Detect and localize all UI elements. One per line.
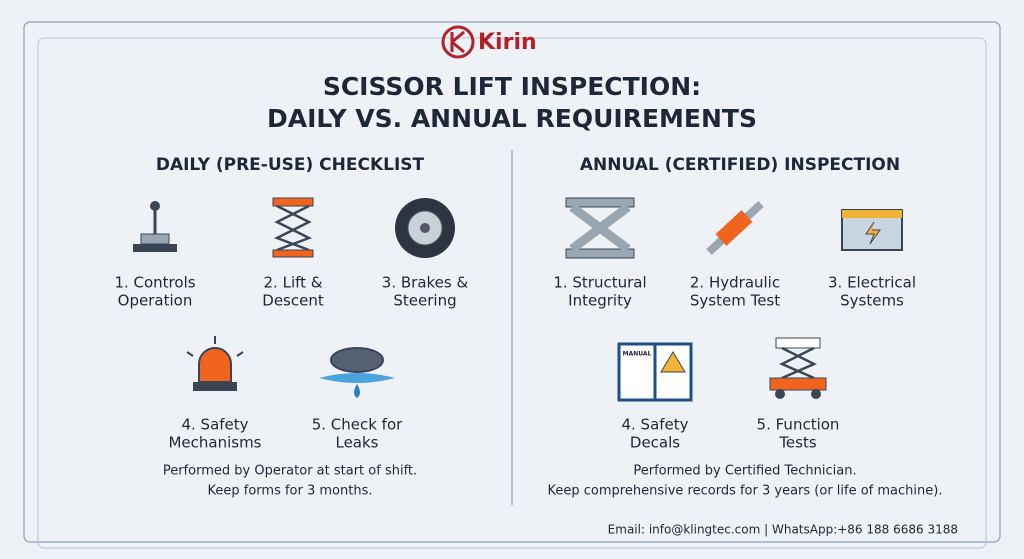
icon-part — [150, 201, 160, 211]
item-label: System Test — [690, 292, 780, 310]
note: Keep forms for 3 months. — [208, 484, 373, 499]
icon-part — [865, 221, 881, 245]
item-label: 1. Controls — [114, 274, 195, 292]
contact: Email: info@klingtec.com | WhatsApp:+86 … — [608, 523, 958, 537]
title-line: SCISSOR LIFT INSPECTION: — [323, 72, 701, 101]
item-label: 4. Safety — [621, 416, 688, 434]
section-heading: DAILY (PRE-USE) CHECKLIST — [156, 155, 425, 175]
brand: Kirin — [478, 30, 537, 55]
item-label: 5. Check for — [312, 416, 403, 434]
logo: Kirin — [441, 25, 537, 59]
item-label: 2. Hydraulic — [690, 274, 780, 292]
icon-part — [272, 197, 314, 207]
icon-part — [569, 203, 631, 253]
frame-inner — [37, 37, 987, 549]
icon-part — [779, 346, 817, 380]
item-label: Decals — [630, 434, 680, 452]
icon-part — [565, 197, 635, 208]
item-label: Leaks — [335, 434, 378, 452]
icon-part — [775, 337, 821, 349]
icon-part — [330, 347, 384, 373]
item-label: Systems — [840, 292, 904, 310]
title-line: DAILY VS. ANNUAL REQUIREMENTS — [267, 104, 757, 133]
icon-part — [133, 244, 177, 252]
item-label: Integrity — [568, 292, 632, 310]
item-label: Descent — [262, 292, 324, 310]
section-heading: ANNUAL (CERTIFIED) INSPECTION — [580, 155, 900, 175]
icon-part — [319, 373, 395, 383]
note: Keep comprehensive records for 3 years (… — [548, 484, 943, 499]
icon-part — [842, 210, 902, 218]
icon-part — [565, 248, 635, 259]
icon-part — [193, 382, 237, 391]
item-label: 3. Brakes & — [382, 274, 469, 292]
item-label: 5. Function — [757, 416, 840, 434]
checklist-item: 2. Lift &Descent — [262, 197, 324, 310]
icon-part — [354, 384, 360, 398]
checklist-item: 3. Brakes &Steering — [382, 198, 469, 310]
icon-part — [775, 389, 785, 399]
icon-part — [186, 336, 244, 357]
item-label: Tests — [778, 434, 817, 452]
note: Performed by Certified Technician. — [633, 464, 856, 479]
item-label: Operation — [118, 292, 193, 310]
icon-part — [140, 233, 170, 245]
icon-part — [660, 351, 686, 373]
icon-part — [198, 347, 232, 383]
icon-part — [811, 389, 821, 399]
item-label: 2. Lift & — [264, 274, 323, 292]
icon-text: MANUAL — [623, 351, 652, 358]
note: Performed by Operator at start of shift. — [163, 464, 417, 479]
icon-part — [715, 210, 753, 246]
logo-ring — [441, 25, 475, 59]
item-label: Mechanisms — [168, 434, 261, 452]
icon-part — [272, 249, 314, 258]
icon-part — [273, 204, 313, 252]
icon-part — [769, 377, 827, 391]
logo-mark — [450, 30, 465, 54]
item-label: Steering — [393, 292, 456, 310]
item-label: 3. Electrical — [828, 274, 916, 292]
frame — [23, 21, 1001, 543]
icon-part — [420, 223, 430, 233]
item-label: 1. Structural — [553, 274, 646, 292]
item-label: 4. Safety — [181, 416, 248, 434]
